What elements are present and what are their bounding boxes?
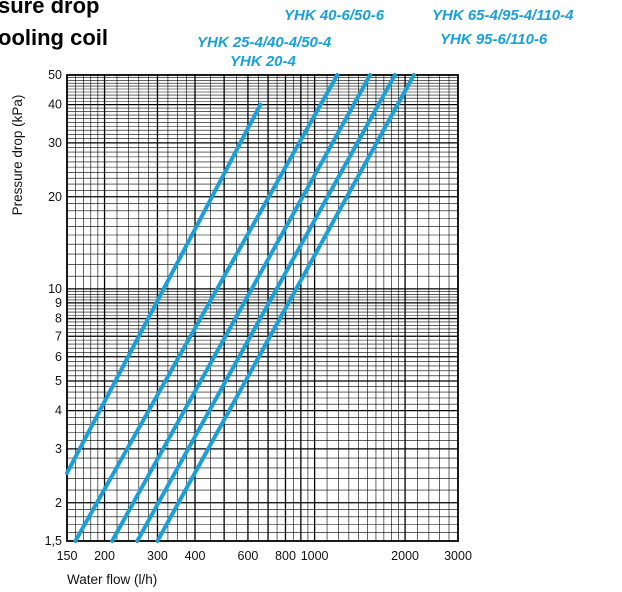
series-lines xyxy=(65,73,416,543)
y-tick-label: 20 xyxy=(48,190,62,204)
y-tick-label: 7 xyxy=(55,329,62,343)
grid xyxy=(66,74,459,542)
series-label-2: YHK 25-4/40-4/50-4 xyxy=(197,34,332,51)
series-line-2 xyxy=(73,73,340,543)
plot-border xyxy=(66,74,459,542)
x-tick-label: 2000 xyxy=(391,549,419,563)
x-tick-label: 3000 xyxy=(444,549,472,563)
y-tick-label: 30 xyxy=(48,136,62,150)
y-tick-label: 4 xyxy=(55,404,62,418)
series-label-1: YHK 20-4 xyxy=(230,53,297,70)
x-tick-label: 300 xyxy=(147,549,168,563)
x-tick-label: 400 xyxy=(185,549,206,563)
y-tick-label: 8 xyxy=(55,312,62,326)
series-line-3 xyxy=(110,73,373,543)
series-labels: YHK 20-4 YHK 25-4/40-4/50-4 YHK 40-6/50-6 Y… xyxy=(197,7,574,70)
y-tick-label: 9 xyxy=(55,296,62,310)
y-tick-label: 50 xyxy=(48,68,62,82)
x-axis-title: Water flow (l/h) xyxy=(67,572,157,587)
plot-frame xyxy=(66,74,459,542)
series-label-4: YHK 65-4/95-4/110-4 xyxy=(432,7,574,24)
x-tick-label: 1000 xyxy=(301,549,329,563)
y-tick-label: 1,5 xyxy=(45,534,62,548)
x-tick-label: 200 xyxy=(94,549,115,563)
chart-title-line-2: ooling coil xyxy=(0,25,108,50)
y-tick-label: 2 xyxy=(55,496,62,510)
y-axis-title: Pressure drop (kPa) xyxy=(10,95,25,216)
series-label-3: YHK 40-6/50-6 xyxy=(284,7,385,24)
x-axis-ticks: 150 200 300 400 600 800 1000 2000 3000 xyxy=(57,549,472,563)
series-line-1 xyxy=(65,102,263,476)
chart-title-line-1: sure drop xyxy=(0,0,99,18)
y-tick-label: 3 xyxy=(55,442,62,456)
series-line-5 xyxy=(155,73,416,543)
y-tick-label: 10 xyxy=(48,282,62,296)
x-tick-label: 150 xyxy=(57,549,78,563)
y-tick-label: 40 xyxy=(48,98,62,112)
x-tick-label: 600 xyxy=(238,549,259,563)
x-tick-label: 800 xyxy=(275,549,296,563)
series-label-5: YHK 95-6/110-6 xyxy=(440,31,548,48)
series-line-4 xyxy=(135,73,397,543)
y-tick-label: 5 xyxy=(55,374,62,388)
y-tick-label: 6 xyxy=(55,350,62,364)
y-axis-ticks: 1,5 2 3 4 5 6 7 8 910 20 30 40 50 xyxy=(45,68,62,548)
